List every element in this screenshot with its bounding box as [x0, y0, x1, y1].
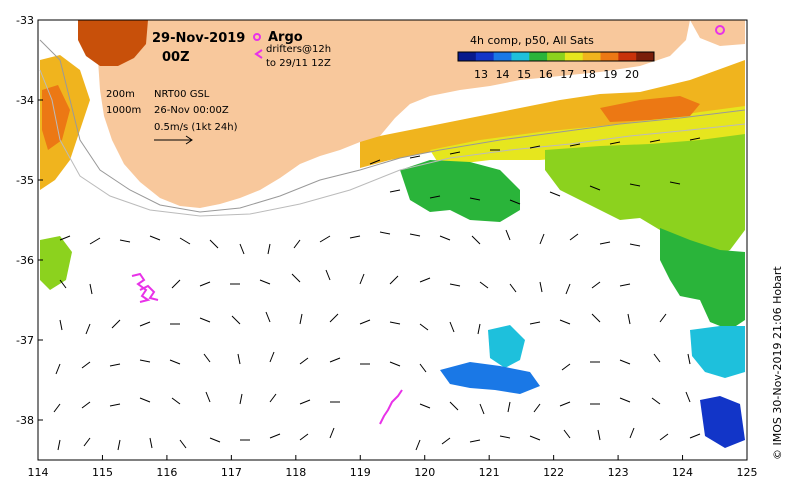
legend-tick-label: 17: [560, 68, 574, 81]
drifter-tracks: [131, 272, 403, 425]
drifter-track-west: [131, 272, 151, 303]
legend-colorbar: [457, 51, 655, 62]
legend-swatch: [547, 52, 566, 61]
sst-patch-green-mid: [400, 160, 520, 222]
legend-swatch: [493, 52, 512, 61]
map-date: 29-Nov-2019: [152, 31, 245, 46]
sst-patch-aqua-east: [690, 326, 745, 378]
legend-swatch: [529, 52, 548, 61]
sst-patch-yellow-band: [430, 106, 745, 166]
legend-tick-label: 15: [517, 68, 531, 81]
lat-tick-label: -35: [16, 174, 34, 187]
current-vectors: [53, 137, 701, 451]
sst-patch-green-east: [545, 134, 745, 262]
legend-swatch: [458, 52, 477, 61]
lat-axis: -33 -34 -35 -36 -37 -38: [16, 14, 43, 427]
map-hour: 00Z: [162, 50, 190, 65]
lon-tick-label: 118: [285, 466, 306, 479]
drifters-label: drifters@12h: [266, 44, 331, 55]
sst-patch-green-lower-east: [660, 228, 745, 330]
lat-tick-label: -37: [16, 334, 34, 347]
drifters-period: to 29/11 12Z: [266, 58, 331, 69]
vector-scale-label: 0.5m/s (1kt 24h): [154, 122, 238, 133]
lat-tick-label: -34: [16, 94, 34, 107]
lon-tick-label: 114: [28, 466, 49, 479]
sst-patch-aqua-central: [488, 325, 525, 368]
isobath-200-label: 200m: [106, 89, 135, 100]
legend-tick-label: 16: [539, 68, 553, 81]
product-label: NRT00 GSL: [154, 89, 210, 100]
legend-tick-label: 18: [582, 68, 596, 81]
argo-legend-icon: [253, 33, 261, 41]
legend-swatch: [582, 52, 602, 61]
legend-swatch: [564, 52, 584, 61]
legend-ticks: 13 14 15 16 17 18 19 20: [474, 68, 639, 81]
legend-title: 4h comp, p50, All Sats: [470, 34, 594, 47]
copyright-label: © IMOS 30-Nov-2019 21:06 Hobart: [771, 266, 784, 460]
argo-float-marker-ne: [715, 25, 725, 35]
analysis-date: 26-Nov 00:00Z: [154, 105, 229, 116]
drifter-legend-icon: [254, 49, 263, 59]
legend-swatch: [618, 52, 637, 61]
lon-tick-label: 119: [350, 466, 371, 479]
lon-tick-label: 123: [608, 466, 629, 479]
legend-swatch: [600, 52, 619, 61]
lon-tick-label: 116: [156, 466, 177, 479]
sst-patch-orange-ne: [600, 96, 700, 122]
isobath-1000m: [39, 69, 746, 217]
land-mass: [98, 20, 690, 208]
lat-tick-label: -38: [16, 414, 34, 427]
legend-swatch: [511, 52, 530, 61]
legend-tick-label: 14: [496, 68, 510, 81]
argo-label: Argo: [268, 30, 303, 45]
vector-scale-arrow: [154, 135, 193, 145]
sst-patch-blue-central: [440, 362, 540, 394]
lat-tick-label: -36: [16, 254, 34, 267]
lon-tick-label: 125: [737, 466, 758, 479]
sst-patch-green-west: [40, 236, 72, 290]
lon-tick-label: 120: [414, 466, 435, 479]
plot-frame: [37, 19, 748, 461]
sst-patch-darkblue-se: [700, 396, 745, 448]
lon-axis: 114 115 116 117 118 119 120 121 122 123 124 125: [28, 455, 758, 479]
isobath-1000-label: 1000m: [106, 105, 141, 116]
isobath-200m: [39, 39, 746, 213]
lon-tick-label: 115: [92, 466, 113, 479]
legend-tick-label: 13: [474, 68, 488, 81]
legend-tick-label: 20: [625, 68, 639, 81]
sst-field: [40, 55, 745, 448]
lon-tick-label: 121: [479, 466, 500, 479]
drifter-track-central: [379, 389, 403, 425]
lon-tick-label: 124: [672, 466, 693, 479]
lon-tick-label: 122: [543, 466, 564, 479]
lat-tick-label: -33: [16, 14, 34, 27]
legend-swatch: [475, 52, 495, 61]
legend-swatch: [636, 52, 655, 61]
land-hot-region: [78, 20, 148, 66]
lon-tick-label: 117: [221, 466, 242, 479]
drifter-track-west-2: [139, 284, 159, 301]
legend-frame: [457, 51, 655, 62]
legend-tick-label: 19: [603, 68, 617, 81]
